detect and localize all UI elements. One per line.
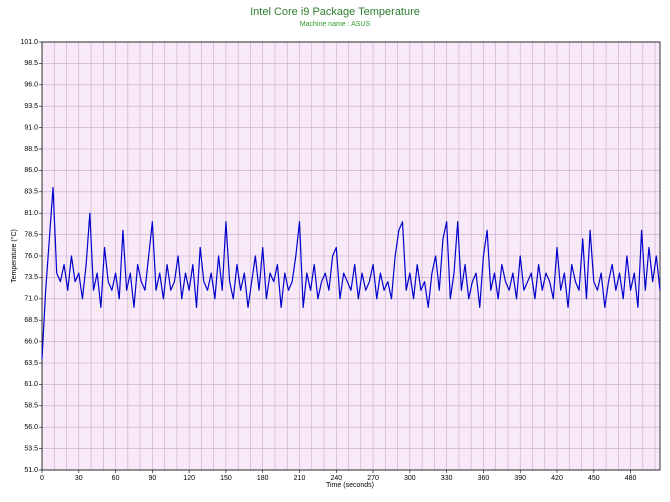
- x-tick-label: 300: [404, 475, 416, 482]
- y-tick-label: 66.0: [24, 338, 38, 345]
- x-tick-label: 420: [551, 475, 563, 482]
- y-axis-label: Temperature (°C): [10, 229, 18, 283]
- y-tick-label: 71.0: [24, 296, 38, 303]
- y-tick-label: 61.0: [24, 381, 38, 388]
- x-tick-label: 330: [441, 475, 453, 482]
- y-tick-label: 96.0: [24, 82, 38, 89]
- y-tick-label: 78.5: [24, 231, 38, 238]
- x-tick-label: 90: [148, 475, 156, 482]
- x-tick-label: 180: [257, 475, 269, 482]
- y-tick-label: 101.0: [20, 39, 38, 46]
- x-tick-label: 30: [75, 475, 83, 482]
- y-tick-label: 86.0: [24, 167, 38, 174]
- y-tick-label: 76.0: [24, 253, 38, 260]
- y-tick-label: 93.5: [24, 103, 38, 110]
- x-tick-label: 60: [112, 475, 120, 482]
- x-tick-label: 210: [294, 475, 306, 482]
- x-tick-label: 480: [625, 475, 637, 482]
- x-tick-label: 120: [183, 475, 195, 482]
- x-tick-label: 240: [330, 475, 342, 482]
- x-tick-label: 390: [514, 475, 526, 482]
- y-tick-label: 68.5: [24, 317, 38, 324]
- y-tick-label: 88.5: [24, 146, 38, 153]
- y-tick-label: 98.5: [24, 60, 38, 67]
- y-tick-label: 53.5: [24, 445, 38, 452]
- y-tick-label: 91.0: [24, 124, 38, 131]
- plot-border: [41, 41, 661, 471]
- x-tick-label: 450: [588, 475, 600, 482]
- y-tick-label: 83.5: [24, 189, 38, 196]
- y-tick-label: 58.5: [24, 403, 38, 410]
- x-tick-label: 0: [40, 475, 44, 482]
- x-tick-label: 150: [220, 475, 232, 482]
- x-axis-label: Time (seconds): [326, 482, 374, 489]
- y-tick-label: 56.0: [24, 424, 38, 431]
- y-tick-label: 73.5: [24, 274, 38, 281]
- x-tick-label: 270: [367, 475, 379, 482]
- chart-title: Intel Core i9 Package Temperature: [250, 6, 420, 18]
- x-tick-label: 360: [478, 475, 490, 482]
- y-tick-label: 51.0: [24, 467, 38, 474]
- chart-subtitle: Machine name : ASUS: [300, 21, 371, 28]
- y-tick-label: 63.5: [24, 360, 38, 367]
- data-line: [41, 186, 661, 359]
- y-tick-label: 81.0: [24, 210, 38, 217]
